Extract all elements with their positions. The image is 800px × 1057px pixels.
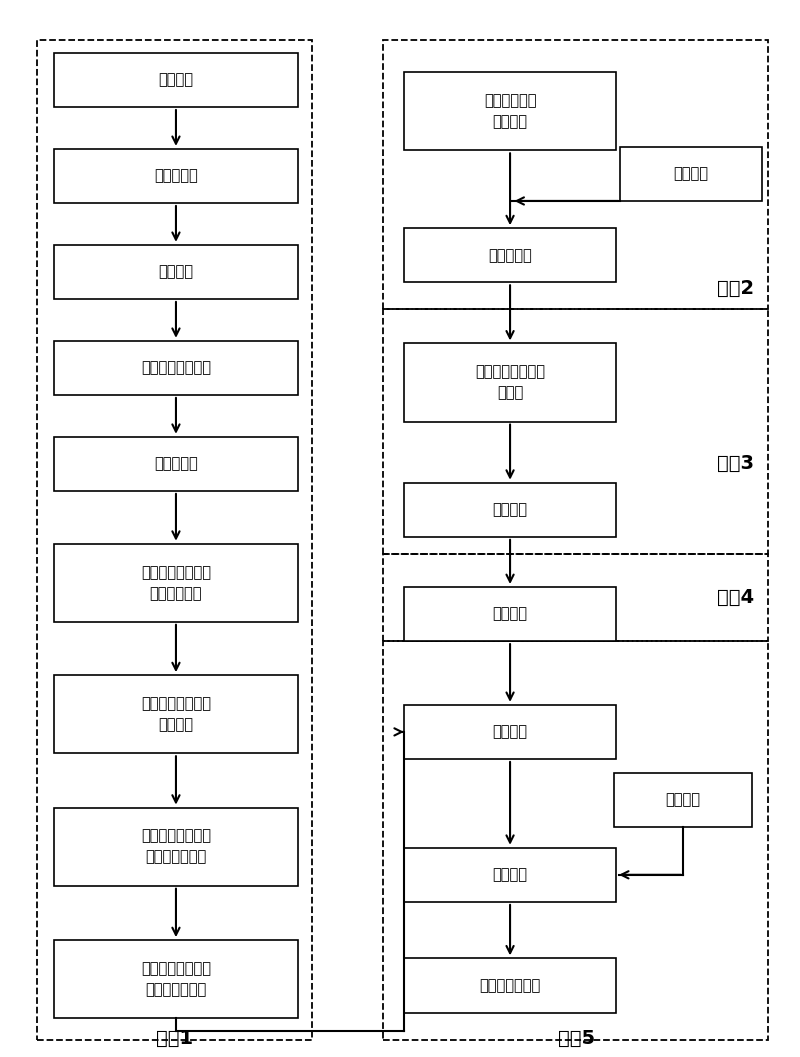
Bar — [404, 587, 616, 642]
Text: 步骤4: 步骤4 — [717, 588, 754, 607]
Text: 混胶器混胶: 混胶器混胶 — [488, 247, 532, 263]
Bar — [54, 149, 298, 203]
Bar — [54, 340, 298, 395]
Text: 第二层真空袋膜密
封并检测气密性: 第二层真空袋膜密 封并检测气密性 — [141, 961, 211, 997]
Bar — [404, 959, 616, 1013]
Text: 步骤1: 步骤1 — [156, 1028, 193, 1047]
Text: 步骤2: 步骤2 — [717, 279, 754, 298]
Bar — [404, 705, 616, 759]
Bar — [404, 344, 616, 422]
Text: 喷涂胶衣: 喷涂胶衣 — [158, 264, 194, 279]
Text: 自动抽取树脂
和固化剂: 自动抽取树脂 和固化剂 — [484, 93, 536, 129]
Text: 设置模腔中注胶口
和抽气口: 设置模腔中注胶口 和抽气口 — [141, 697, 211, 733]
Text: 喷涂脱模剂: 喷涂脱模剂 — [154, 168, 198, 184]
Bar — [382, 642, 768, 1040]
Bar — [404, 228, 616, 282]
Text: 脱模及后续清理: 脱模及后续清理 — [479, 978, 541, 993]
Bar — [382, 310, 768, 554]
Bar — [614, 773, 752, 827]
Bar — [54, 543, 298, 622]
Text: 裁剪铺放增强材料: 裁剪铺放增强材料 — [141, 360, 211, 375]
Bar — [404, 483, 616, 537]
Bar — [382, 554, 768, 642]
Text: 固化成型: 固化成型 — [493, 868, 527, 883]
Text: 步骤5: 步骤5 — [558, 1028, 595, 1047]
Text: 第一层真空袋膜密
封并检测气密性: 第一层真空袋膜密 封并检测气密性 — [141, 829, 211, 865]
Bar — [404, 848, 616, 902]
Bar — [382, 40, 768, 310]
Text: 调压缓冲: 调压缓冲 — [493, 607, 527, 622]
Text: 真空灌注: 真空灌注 — [493, 724, 527, 740]
Bar — [54, 245, 298, 299]
Bar — [620, 147, 762, 201]
Text: 自动计量: 自动计量 — [674, 166, 708, 182]
Text: 保持真空: 保持真空 — [666, 792, 701, 808]
Bar — [54, 437, 298, 490]
Text: 混合胶液输送至缓
冲容器: 混合胶液输送至缓 冲容器 — [475, 365, 545, 401]
Bar — [54, 940, 298, 1018]
Text: 铺覆脱模布: 铺覆脱模布 — [154, 457, 198, 471]
Bar — [54, 808, 298, 886]
Text: 真空脱泡: 真空脱泡 — [493, 502, 527, 517]
Text: 步骤3: 步骤3 — [717, 455, 754, 474]
Bar — [37, 40, 312, 1040]
Text: 铺设导流管、导胶
管等辅助材料: 铺设导流管、导胶 管等辅助材料 — [141, 564, 211, 600]
Bar — [54, 675, 298, 754]
Text: 清理模具: 清理模具 — [158, 73, 194, 88]
Bar — [404, 72, 616, 150]
Bar — [54, 53, 298, 107]
